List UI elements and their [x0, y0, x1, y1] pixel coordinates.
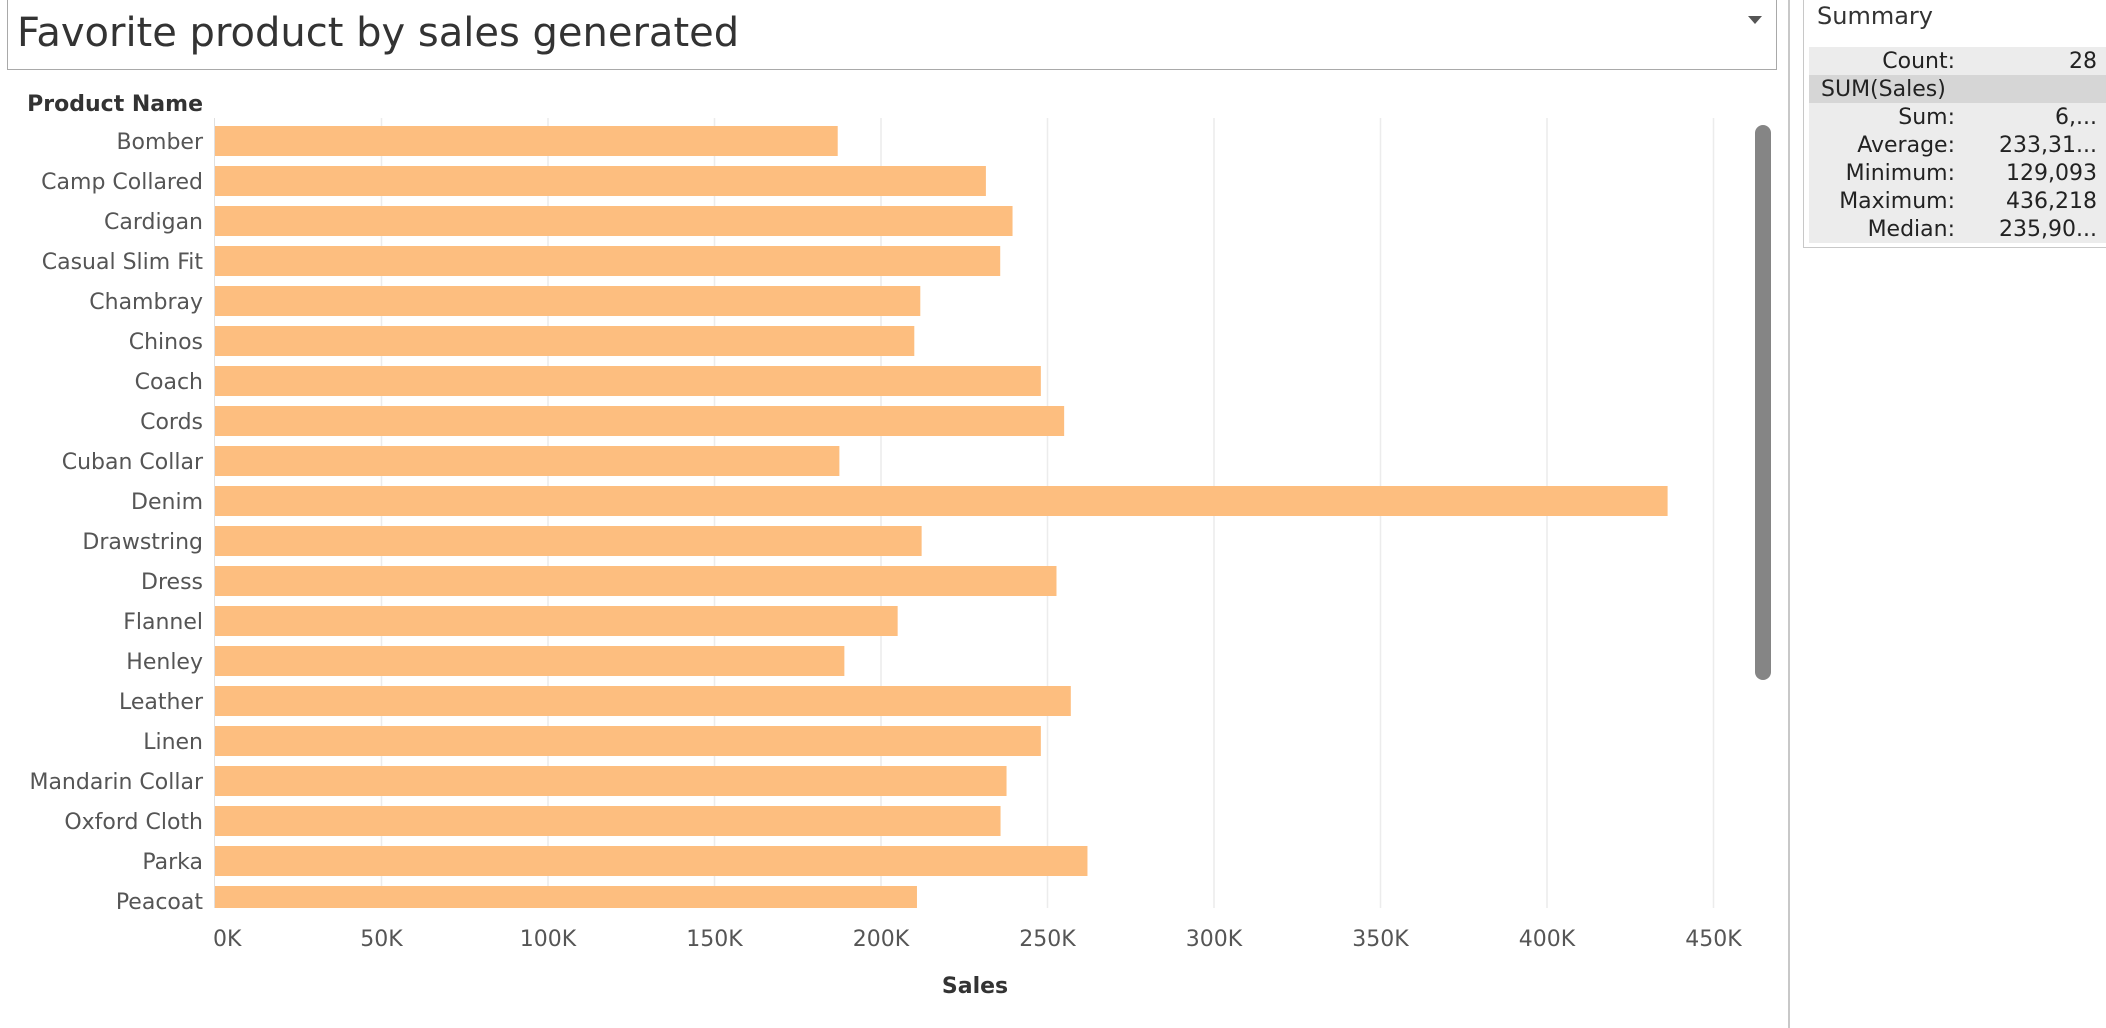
category-label: Drawstring [82, 530, 203, 555]
bar[interactable] [215, 446, 840, 476]
bar[interactable] [215, 606, 898, 636]
bar[interactable] [215, 526, 922, 556]
category-label: Denim [131, 490, 203, 515]
category-label: Flannel [123, 610, 203, 635]
summary-value: 436,218 [2006, 189, 2097, 214]
category-label: Peacoat [116, 890, 204, 915]
scrollbar-thumb[interactable] [1755, 125, 1771, 680]
summary-field-name: SUM(Sales) [1821, 77, 1946, 102]
summary-row-sum: Sum: 6,... [1809, 103, 2106, 131]
chart-title: Favorite product by sales generated [17, 10, 740, 56]
category-label: Bomber [116, 130, 203, 155]
x-axis-title: Sales [942, 974, 1008, 999]
x-tick-label: 150K [686, 927, 743, 952]
bar[interactable] [215, 166, 986, 196]
bar[interactable] [215, 246, 1001, 276]
chevron-down-icon[interactable] [1748, 16, 1762, 24]
category-label: Coach [135, 370, 203, 395]
bar[interactable] [215, 126, 838, 156]
x-tick-label: 100K [520, 927, 577, 952]
category-label: Camp Collared [41, 170, 203, 195]
bar[interactable] [215, 646, 845, 676]
summary-row-minimum: Minimum: 129,093 [1809, 159, 2106, 187]
x-tick-labels: 0K 50K 100K 150K 200K 250K 300K 350K 400K 450K [213, 927, 1742, 952]
bar[interactable] [215, 566, 1057, 596]
summary-label: Minimum: [1845, 161, 1955, 186]
bar[interactable] [215, 366, 1041, 396]
bar[interactable] [215, 686, 1071, 716]
summary-table: Count: 28 SUM(Sales) Sum: 6,... Average:… [1809, 47, 2106, 243]
category-label: Chinos [129, 330, 203, 355]
bar[interactable] [215, 846, 1088, 876]
category-label: Cords [140, 410, 203, 435]
x-tick-label: 200K [853, 927, 910, 952]
category-label: Leather [119, 690, 204, 715]
summary-row-average: Average: 233,31... [1809, 131, 2106, 159]
y-axis-title: Product Name [27, 92, 203, 117]
title-dropdown[interactable]: Favorite product by sales generated [7, 0, 1777, 70]
summary-label: Count: [1882, 49, 1955, 74]
bar[interactable] [215, 486, 1668, 516]
summary-row-count: Count: 28 [1809, 47, 2106, 75]
summary-label: Average: [1857, 133, 1955, 158]
x-tick-label: 400K [1519, 927, 1576, 952]
category-label: Dress [141, 570, 203, 595]
bar[interactable] [215, 766, 1007, 796]
summary-value: 6,... [2055, 105, 2097, 130]
summary-value: 28 [2069, 49, 2097, 74]
summary-row-median: Median: 235,90... [1809, 215, 2106, 243]
x-tick-label: 450K [1685, 927, 1742, 952]
summary-label: Sum: [1898, 105, 1955, 130]
bar[interactable] [215, 726, 1041, 756]
category-label: Chambray [89, 290, 203, 315]
category-label: Casual Slim Fit [42, 250, 204, 275]
category-labels: Bomber Camp Collared Cardigan Casual Slim F… [29, 130, 203, 915]
category-label: Mandarin Collar [29, 770, 203, 795]
summary-label: Median: [1867, 217, 1955, 242]
summary-title: Summary [1817, 2, 1933, 30]
bar-chart: Bomber Camp Collared Cardigan Casual Slim F… [27, 92, 1742, 999]
category-label: Oxford Cloth [64, 810, 203, 835]
summary-label: Maximum: [1839, 189, 1955, 214]
x-tick-label: 250K [1019, 927, 1076, 952]
bar[interactable] [215, 286, 921, 316]
summary-panel: Summary Count: 28 SUM(Sales) Sum: 6,... … [1803, 0, 2106, 248]
category-label: Henley [126, 650, 203, 675]
category-label: Cuban Collar [62, 450, 204, 475]
bar[interactable] [215, 806, 1001, 836]
summary-value: 233,31... [1999, 133, 2097, 158]
summary-field-header: SUM(Sales) [1809, 75, 2106, 103]
summary-row-maximum: Maximum: 436,218 [1809, 187, 2106, 215]
summary-value: 129,093 [2006, 161, 2097, 186]
bar[interactable] [215, 326, 915, 356]
x-tick-label: 300K [1186, 927, 1243, 952]
x-tick-label: 350K [1352, 927, 1409, 952]
x-tick-label: 0K [213, 927, 242, 952]
bars [215, 126, 1668, 908]
x-tick-label: 50K [360, 927, 403, 952]
category-label: Cardigan [104, 210, 203, 235]
summary-value: 235,90... [1999, 217, 2097, 242]
bar[interactable] [215, 206, 1013, 236]
category-label: Linen [143, 730, 203, 755]
category-label: Parka [142, 850, 203, 875]
panel-divider [1788, 0, 1790, 1028]
bar[interactable] [215, 406, 1065, 436]
bar[interactable] [215, 886, 917, 908]
